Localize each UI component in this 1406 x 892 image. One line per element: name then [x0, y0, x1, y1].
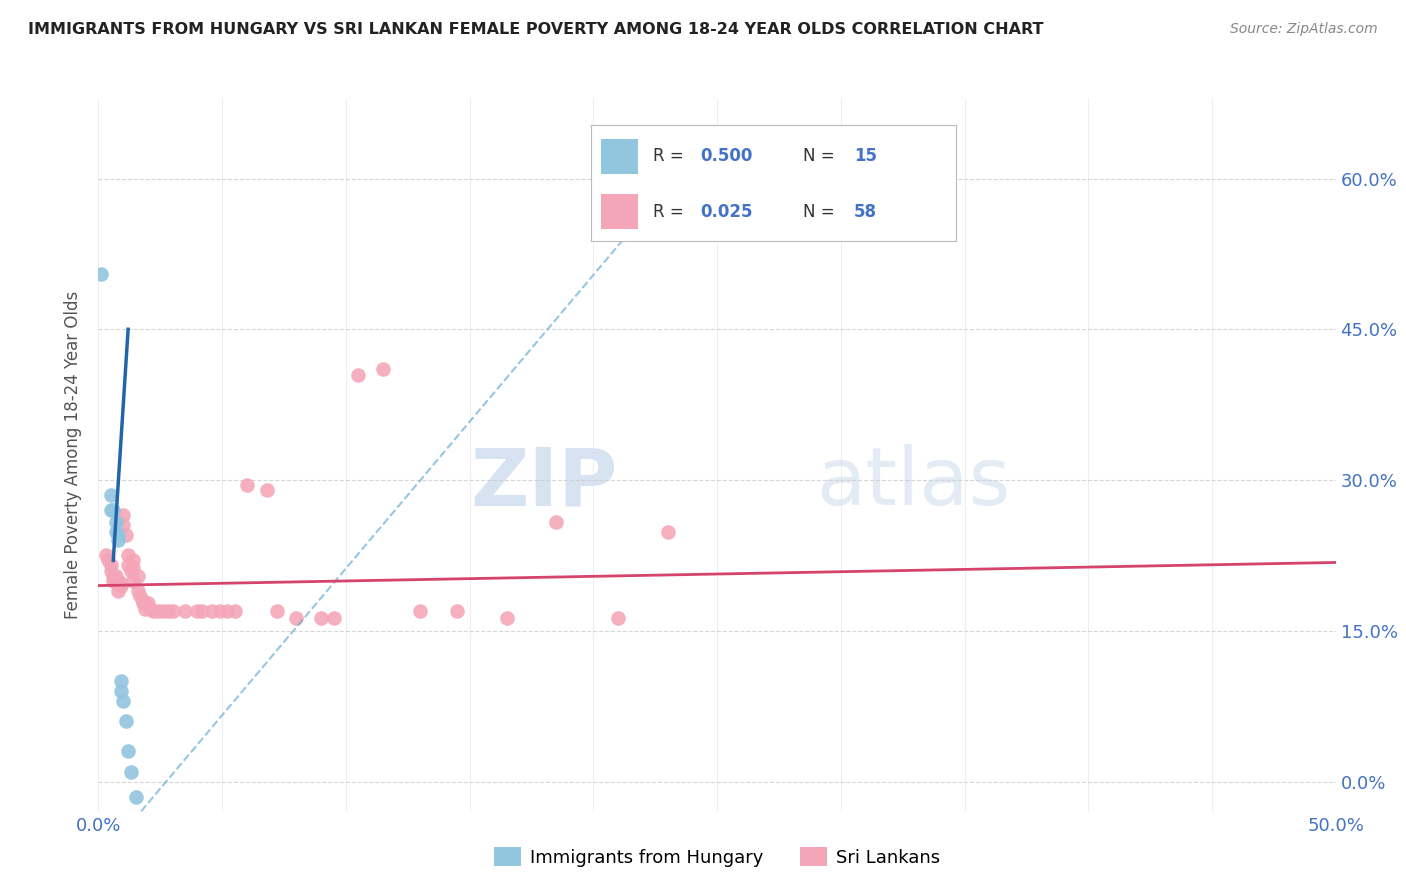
Point [546, 515, 568, 529]
Point [112, 508, 135, 523]
Point [132, 596, 155, 610]
Point [120, 564, 142, 578]
Point [201, 604, 224, 618]
Point [607, 611, 630, 625]
Point [129, 589, 152, 603]
Point [100, 503, 122, 517]
Text: ZIP: ZIP [471, 444, 619, 523]
Point [139, 601, 162, 615]
Text: atlas: atlas [815, 444, 1011, 523]
Point [107, 533, 129, 548]
Point [409, 604, 432, 618]
Point [94, 549, 117, 563]
Point [100, 558, 122, 573]
Point [110, 674, 132, 689]
Point [107, 574, 129, 588]
Point [162, 604, 184, 618]
Point [90, 267, 112, 281]
Point [657, 525, 679, 540]
Point [107, 575, 129, 590]
Point [322, 611, 344, 625]
Text: N =: N = [803, 147, 839, 165]
Point [124, 789, 146, 804]
Point [117, 558, 139, 573]
Point [104, 515, 127, 529]
Point [117, 744, 139, 758]
Point [100, 488, 122, 502]
Point [103, 574, 125, 588]
Point [495, 611, 517, 625]
Point [114, 528, 136, 542]
Y-axis label: Female Poverty Among 18-24 Year Olds: Female Poverty Among 18-24 Year Olds [65, 291, 83, 619]
Point [132, 593, 155, 607]
Point [112, 694, 135, 708]
Point [309, 611, 332, 625]
Point [371, 362, 394, 376]
Point [285, 611, 308, 625]
Point [156, 604, 179, 618]
Text: 0.500: 0.500 [700, 147, 752, 165]
Point [127, 583, 149, 598]
Point [104, 525, 127, 540]
Point [446, 604, 468, 618]
Point [142, 604, 165, 618]
Point [191, 604, 214, 618]
Point [110, 684, 132, 698]
Point [103, 568, 125, 582]
Point [134, 596, 156, 610]
FancyBboxPatch shape [602, 139, 638, 174]
FancyBboxPatch shape [602, 194, 638, 229]
Text: N =: N = [803, 202, 839, 221]
Point [104, 574, 127, 588]
Point [97, 553, 120, 567]
Text: 15: 15 [853, 147, 877, 165]
Point [127, 568, 149, 582]
Legend: Immigrants from Hungary, Sri Lankans: Immigrants from Hungary, Sri Lankans [486, 840, 948, 874]
Point [100, 564, 122, 578]
Point [120, 764, 142, 779]
Point [266, 604, 288, 618]
Point [110, 575, 132, 590]
Point [224, 604, 246, 618]
Point [217, 604, 239, 618]
Text: 58: 58 [853, 202, 877, 221]
Point [122, 574, 145, 588]
Point [112, 518, 135, 533]
Point [136, 596, 159, 610]
Point [152, 604, 174, 618]
Point [107, 583, 129, 598]
Text: R =: R = [652, 147, 689, 165]
Text: R =: R = [652, 202, 689, 221]
Point [122, 553, 145, 567]
Point [122, 561, 145, 575]
Point [186, 604, 208, 618]
Point [110, 578, 132, 592]
Point [236, 478, 259, 492]
Point [256, 483, 278, 497]
Point [208, 604, 231, 618]
Text: Source: ZipAtlas.com: Source: ZipAtlas.com [1230, 22, 1378, 37]
Point [347, 368, 370, 382]
Point [103, 503, 125, 517]
Point [107, 528, 129, 542]
Point [174, 604, 197, 618]
Point [146, 604, 169, 618]
Point [117, 549, 139, 563]
Point [104, 568, 127, 582]
Point [134, 601, 156, 615]
Text: IMMIGRANTS FROM HUNGARY VS SRI LANKAN FEMALE POVERTY AMONG 18-24 YEAR OLDS CORRE: IMMIGRANTS FROM HUNGARY VS SRI LANKAN FE… [28, 22, 1043, 37]
Text: 0.025: 0.025 [700, 202, 752, 221]
Point [114, 714, 136, 729]
